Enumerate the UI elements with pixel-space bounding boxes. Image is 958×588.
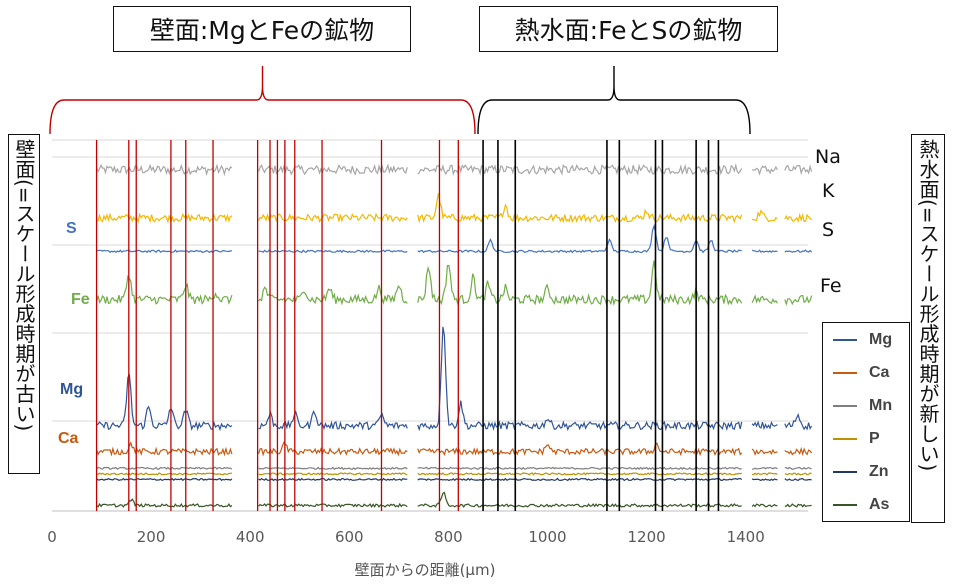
legend-item-mn: Mn bbox=[823, 397, 892, 415]
x-axis-label: 壁面からの距離(μm) bbox=[355, 561, 496, 579]
series-label-left-ca: Ca bbox=[58, 430, 79, 447]
legend-swatch bbox=[833, 471, 857, 473]
series-line-fe bbox=[96, 260, 813, 306]
series-line-na bbox=[96, 163, 813, 177]
hydro-bracket bbox=[477, 85, 751, 135]
series-label-right-s: S bbox=[822, 219, 834, 241]
legend-item-p: P bbox=[823, 430, 880, 448]
series-line-mg bbox=[96, 326, 813, 432]
legend-swatch bbox=[833, 339, 857, 341]
legend-label: Ca bbox=[869, 364, 890, 381]
legend-swatch bbox=[833, 438, 857, 440]
legend-label: Mg bbox=[869, 331, 893, 348]
legend-label: P bbox=[869, 430, 880, 447]
wall-title-box: 壁面:MgとFeの鉱物 bbox=[113, 6, 411, 52]
series-line-mn bbox=[96, 466, 812, 471]
left-side-label: 壁面(=スケール形成時期が古い) bbox=[12, 139, 36, 432]
legend-item-zn: Zn bbox=[823, 463, 889, 481]
x-tick-label: 1200 bbox=[627, 528, 665, 546]
series-label-left-mg: Mg bbox=[60, 381, 83, 398]
series-label-right-na: Na bbox=[815, 146, 841, 168]
series-label-right-k: K bbox=[822, 180, 835, 202]
legend-label: Zn bbox=[869, 463, 889, 480]
series-line-ca bbox=[96, 441, 813, 457]
wall-bracket bbox=[49, 85, 476, 135]
x-axis-ticks: 0 200 400 600 800 1000 1200 1400 bbox=[47, 528, 765, 546]
series-line-k bbox=[96, 192, 812, 224]
x-tick-label: 1400 bbox=[727, 528, 765, 546]
legend: Mg Ca Mn P Zn As bbox=[822, 322, 910, 522]
x-tick-label: 200 bbox=[137, 528, 166, 546]
legend-item-ca: Ca bbox=[823, 364, 889, 382]
legend-label: Mn bbox=[869, 397, 893, 414]
hydro-title-box: 熱水面:FeとSの鉱物 bbox=[479, 6, 778, 52]
legend-item-as: As bbox=[823, 496, 889, 514]
left-side-label-box: 壁面(=スケール形成時期が古い) bbox=[8, 134, 40, 474]
series-line-as bbox=[96, 491, 812, 508]
x-tick-label: 400 bbox=[236, 528, 265, 546]
legend-label: As bbox=[869, 496, 890, 513]
right-side-label-box: 熱水面(=スケール形成時期が新しい) bbox=[911, 134, 945, 523]
series-group bbox=[96, 163, 813, 508]
wall-title: 壁面:MgとFeの鉱物 bbox=[149, 16, 375, 45]
curly-brackets bbox=[49, 66, 751, 135]
red-marker-lines bbox=[95, 140, 459, 511]
legend-swatch bbox=[833, 372, 857, 374]
series-label-left-fe: Fe bbox=[71, 291, 90, 308]
right-side-label: 熱水面(=スケール形成時期が新しい) bbox=[916, 139, 940, 472]
series-label-right-fe: Fe bbox=[820, 275, 842, 297]
x-tick-label: 800 bbox=[434, 528, 463, 546]
series-line-p bbox=[96, 472, 812, 476]
series-line-zn bbox=[96, 477, 812, 482]
series-line-s bbox=[96, 223, 813, 254]
legend-swatch bbox=[833, 405, 857, 407]
legend-item-mg: Mg bbox=[823, 331, 892, 349]
black-marker-lines bbox=[482, 140, 720, 511]
hydro-title: 熱水面:FeとSの鉱物 bbox=[514, 16, 743, 45]
legend-swatch bbox=[833, 504, 857, 506]
grid-lines bbox=[52, 139, 808, 512]
series-label-left-s: S bbox=[66, 220, 77, 237]
x-tick-label: 600 bbox=[335, 528, 364, 546]
x-tick-label: 1000 bbox=[528, 528, 566, 546]
x-tick-label: 0 bbox=[47, 528, 57, 546]
